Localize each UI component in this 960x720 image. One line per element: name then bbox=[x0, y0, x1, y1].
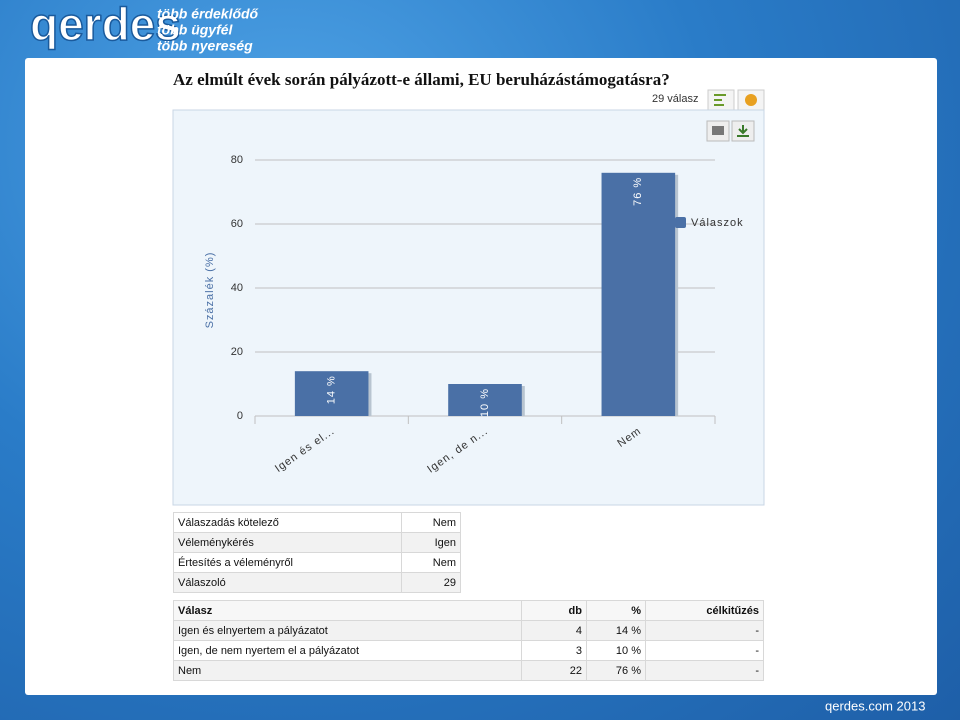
tagline: több nyereség bbox=[157, 38, 253, 54]
settings-table: Válaszadás kötelező Nem Véleménykérés Igen É… bbox=[173, 512, 462, 593]
table-cell: - bbox=[644, 660, 765, 681]
y-tick-label: 60 bbox=[231, 218, 243, 230]
table-row: Válaszoló 29 bbox=[173, 572, 462, 593]
y-tick-label: 20 bbox=[231, 346, 243, 358]
legend-label: Válaszok bbox=[691, 217, 744, 229]
data-label: 76 % bbox=[632, 177, 644, 206]
table-cell: Nem bbox=[400, 552, 462, 573]
y-tick-label: 0 bbox=[237, 410, 243, 422]
logo: qerdes bbox=[30, 0, 181, 50]
table-cell: 29 bbox=[400, 572, 462, 593]
y-tick-label: 40 bbox=[231, 282, 243, 294]
table-cell: - bbox=[644, 620, 765, 641]
table-cell: Válaszadás kötelező bbox=[173, 512, 402, 533]
table-row: Nem 22 76 % - bbox=[172, 660, 765, 681]
table-header-cell: db bbox=[521, 600, 587, 621]
bar bbox=[601, 172, 676, 416]
y-axis-label: Százalék (%) bbox=[204, 252, 216, 329]
table-header-cell: % bbox=[585, 600, 646, 621]
print-icon bbox=[712, 126, 724, 135]
table-cell: 4 bbox=[521, 620, 587, 641]
table-header-cell: Válasz bbox=[172, 600, 523, 621]
answers-table: Válasz db% célkitűzés Igen és elnyertem a p… bbox=[172, 600, 765, 681]
footer: qerdes.com 2013 bbox=[825, 698, 925, 713]
table-row: Válaszadás kötelező Nem bbox=[173, 512, 462, 533]
question-title: Az elmúlt évek során pályázott-e állami,… bbox=[173, 70, 670, 89]
table-cell: Válaszoló bbox=[173, 572, 402, 593]
y-tick-label: 80 bbox=[231, 154, 243, 166]
bar bbox=[448, 384, 522, 416]
pie-icon bbox=[745, 94, 757, 106]
list-icon bbox=[714, 94, 726, 106]
table-cell: 22 bbox=[521, 660, 587, 681]
data-label: 10 % bbox=[479, 388, 491, 417]
download-icon bbox=[737, 125, 749, 137]
table-cell: Nem bbox=[172, 660, 523, 681]
tagline: több ügyfél bbox=[157, 22, 234, 38]
tagline: több érdeklődő bbox=[157, 6, 259, 22]
legend-swatch bbox=[675, 217, 686, 228]
response-count: 29 válasz bbox=[652, 93, 699, 105]
data-label: 14 % bbox=[326, 375, 338, 404]
table-header-row: Válasz db% célkitűzés bbox=[172, 600, 765, 621]
table-row: Értesítés a véleményről Nem bbox=[173, 552, 462, 573]
bar bbox=[294, 371, 369, 416]
table-header-cell: célkitűzés bbox=[644, 600, 765, 621]
table-cell: 76 % bbox=[585, 660, 646, 681]
